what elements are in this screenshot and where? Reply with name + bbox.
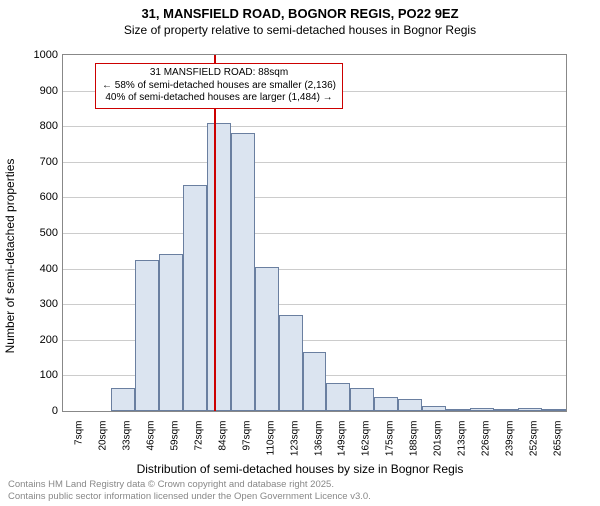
x-tick-label: 162sqm: [361, 421, 372, 457]
histogram-bar: [470, 408, 494, 411]
x-tick-label: 265sqm: [553, 421, 564, 457]
gridline: [63, 233, 566, 234]
histogram-bar: [255, 267, 279, 411]
histogram-bar: [111, 388, 135, 411]
histogram-bar: [398, 399, 422, 411]
histogram-bar: [494, 409, 518, 411]
histogram-bar: [326, 383, 350, 411]
y-tick-label: 1000: [34, 49, 58, 61]
y-axis-label: Number of semi-detached properties: [3, 159, 17, 354]
x-tick-label: 110sqm: [265, 421, 276, 456]
attribution-footer: Contains HM Land Registry data © Crown c…: [8, 479, 371, 502]
histogram-bar: [518, 408, 542, 411]
histogram-bar: [135, 260, 159, 411]
x-tick-label: 201sqm: [433, 421, 444, 457]
y-tick-label: 900: [40, 85, 58, 97]
histogram-bar: [446, 409, 470, 411]
x-tick-label: 33sqm: [121, 421, 132, 451]
histogram-bar: [422, 406, 446, 411]
x-tick-label: 213sqm: [457, 421, 468, 457]
footer-line1: Contains HM Land Registry data © Crown c…: [8, 479, 371, 490]
x-tick-label: 239sqm: [505, 421, 516, 457]
annotation-line: ← 58% of semi-detached houses are smalle…: [102, 80, 336, 93]
chart-titles: 31, MANSFIELD ROAD, BOGNOR REGIS, PO22 9…: [0, 6, 600, 37]
histogram-bar: [207, 123, 231, 411]
gridline: [63, 126, 566, 127]
gridline: [63, 162, 566, 163]
histogram-bar: [159, 254, 183, 411]
annotation-box: 31 MANSFIELD ROAD: 88sqm← 58% of semi-de…: [95, 63, 343, 109]
x-tick-label: 97sqm: [241, 421, 252, 451]
y-tick-label: 100: [40, 369, 58, 381]
histogram-bar: [231, 133, 255, 411]
histogram-bar: [183, 185, 207, 411]
x-axis-label: Distribution of semi-detached houses by …: [0, 462, 600, 476]
x-tick-label: 123sqm: [289, 421, 300, 457]
gridline: [63, 197, 566, 198]
x-tick-label: 226sqm: [481, 421, 492, 457]
annotation-line: 40% of semi-detached houses are larger (…: [102, 92, 336, 105]
x-tick-label: 20sqm: [97, 421, 108, 451]
x-tick-label: 46sqm: [145, 421, 156, 451]
histogram-bar: [374, 397, 398, 411]
x-tick-label: 175sqm: [385, 421, 396, 457]
x-tick-label: 84sqm: [217, 421, 228, 451]
y-tick-label: 800: [40, 120, 58, 132]
x-tick-label: 149sqm: [337, 421, 348, 457]
x-tick-label: 7sqm: [73, 421, 84, 445]
title-line1: 31, MANSFIELD ROAD, BOGNOR REGIS, PO22 9…: [0, 6, 600, 21]
x-tick-label: 72sqm: [193, 421, 204, 451]
footer-line2: Contains public sector information licen…: [8, 491, 371, 502]
histogram-bar: [350, 388, 374, 411]
x-tick-label: 59sqm: [169, 421, 180, 451]
y-tick-label: 700: [40, 156, 58, 168]
y-tick-label: 600: [40, 191, 58, 203]
histogram-bar: [279, 315, 303, 411]
y-tick-label: 500: [40, 227, 58, 239]
annotation-line: 31 MANSFIELD ROAD: 88sqm: [102, 67, 336, 80]
x-tick-label: 252sqm: [529, 421, 540, 457]
histogram-bar: [542, 409, 566, 411]
x-tick-label: 188sqm: [409, 421, 420, 457]
y-tick-label: 200: [40, 334, 58, 346]
title-line2: Size of property relative to semi-detach…: [0, 23, 600, 37]
chart-plot-area: 010020030040050060070080090010007sqm20sq…: [62, 54, 567, 412]
x-tick-label: 136sqm: [313, 421, 324, 457]
y-tick-label: 0: [52, 405, 58, 417]
histogram-bar: [303, 352, 327, 411]
y-tick-label: 400: [40, 263, 58, 275]
y-tick-label: 300: [40, 298, 58, 310]
